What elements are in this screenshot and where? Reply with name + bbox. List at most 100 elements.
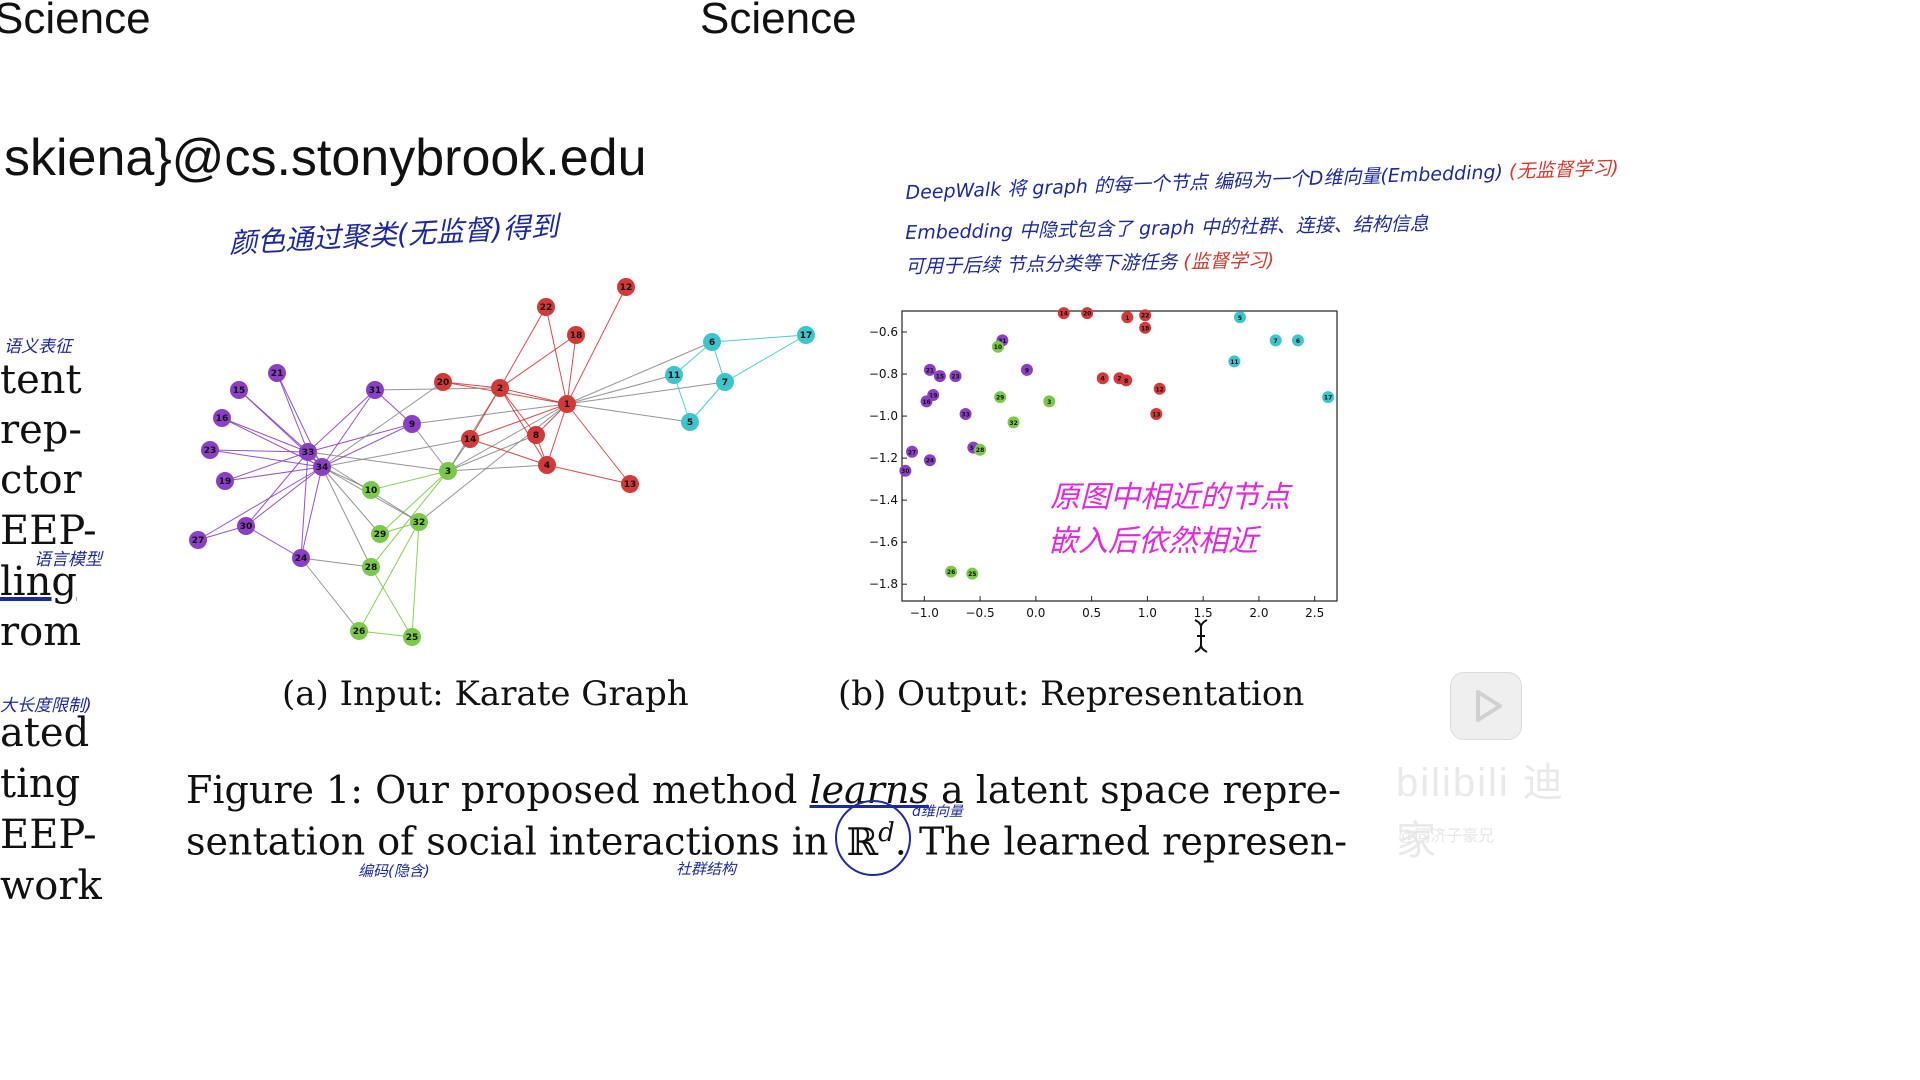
- scatter-point: [933, 370, 946, 383]
- scatter-point: [1233, 311, 1246, 324]
- graph-node-label: 33: [302, 448, 315, 458]
- graph-node-label: 3: [445, 467, 451, 477]
- graph-edge: [224, 466, 323, 482]
- embedding-note-line-2: 嵌入后依然相近: [1048, 524, 1258, 559]
- caption-text: . The learned represen-: [894, 819, 1348, 864]
- graph-edge: [447, 464, 548, 472]
- graph-edge: [546, 464, 631, 485]
- graph-node: [434, 373, 452, 391]
- graph-nodes: 1234567891011121314151617181920212223242…: [189, 278, 815, 646]
- scatter-point: [1081, 307, 1094, 320]
- graph-edge: [379, 470, 449, 535]
- graph-edge: [499, 306, 547, 389]
- graph-node: [527, 426, 545, 444]
- video-watermark: bilibili 迪家: [1396, 761, 1565, 863]
- graph-node: [403, 415, 421, 433]
- scatter-point: [1043, 395, 1056, 408]
- graph-edge: [370, 566, 413, 638]
- graph-node-label: 17: [800, 331, 813, 341]
- scatter-point: [1153, 382, 1166, 395]
- left-margin-word: ting: [0, 761, 81, 807]
- graph-node: [366, 381, 384, 399]
- scatter-point-label: 3: [1047, 399, 1051, 406]
- graph-edge: [307, 389, 376, 453]
- scatter-point: [959, 407, 972, 420]
- scatter-point: [1150, 407, 1163, 420]
- graph-node: [268, 364, 286, 382]
- graph-node: [237, 517, 255, 535]
- graph-edge: [321, 389, 376, 468]
- scatter-point-label: 19: [929, 393, 937, 400]
- scatter-point: [974, 443, 987, 456]
- graph-node: [299, 443, 317, 461]
- graph-edge: [209, 449, 309, 453]
- deepwalk-note-line-3: 可用于后续 节点分类等下游任务 (监督学习): [905, 246, 1274, 279]
- scatter-point-label: 14: [1060, 311, 1068, 318]
- scatter-point-label: 24: [926, 458, 934, 465]
- graph-node: [439, 462, 457, 480]
- scatter-point-label: 28: [976, 447, 984, 454]
- graph-edge: [566, 286, 627, 405]
- scatter-point-label: 9: [1025, 367, 1029, 374]
- graph-node-label: 21: [271, 369, 284, 379]
- play-icon: [1476, 690, 1502, 722]
- graph-node-label: 29: [374, 530, 387, 540]
- graph-edge: [300, 451, 309, 559]
- graph-node: [538, 456, 556, 474]
- scatter-point: [949, 370, 962, 383]
- graph-edge: [307, 423, 413, 453]
- handwritten-annotation: d维向量: [912, 804, 963, 820]
- scatter-point-label: 2: [1117, 376, 1121, 383]
- graph-node: [313, 458, 331, 476]
- scatter-point-label: 11: [1230, 359, 1238, 366]
- play-button[interactable]: [1450, 672, 1522, 740]
- y-tick-label: −1.8: [869, 577, 898, 591]
- header-fragment-middle: Science: [700, 0, 857, 43]
- y-tick-label: −1.0: [869, 409, 898, 423]
- handwritten-annotation: 大长度限制): [0, 696, 92, 716]
- scatter-point-label: 22: [1141, 313, 1149, 320]
- graph-node-label: 7: [722, 378, 728, 388]
- y-tick-label: −1.2: [869, 451, 898, 465]
- graph-edge: [469, 403, 568, 440]
- scatter-point-label: 27: [908, 449, 916, 456]
- embedding-note-line-1: 原图中相近的节点: [1050, 480, 1290, 515]
- graph-node-label: 13: [624, 480, 637, 490]
- graph-node-label: 2: [497, 384, 503, 394]
- graph-edge: [358, 521, 420, 632]
- karate-graph: 1234567891011121314151617181920212223242…: [189, 278, 815, 646]
- handwritten-annotation: 编码(隐含): [358, 862, 430, 880]
- handwritten-annotation: 社群结构: [676, 860, 737, 878]
- graph-node: [189, 531, 207, 549]
- graph-edge: [321, 438, 471, 468]
- left-margin-word: ated: [0, 710, 90, 756]
- graph-edge: [546, 403, 568, 466]
- graph-node: [681, 413, 699, 431]
- scatter-point-label: 25: [968, 571, 976, 578]
- graph-node-label: 1: [564, 400, 570, 410]
- scatter-point: [923, 363, 936, 376]
- scatter-point: [906, 445, 919, 458]
- graph-node: [350, 622, 368, 640]
- scatter-point-label: 13: [1152, 411, 1160, 418]
- graph-node: [558, 395, 576, 413]
- left-margin-word: rep-: [0, 407, 82, 453]
- graph-node: [703, 333, 721, 351]
- graph-edge: [197, 466, 323, 541]
- video-watermark-sub: @同济子豪兄: [1398, 828, 1495, 845]
- scatter-point: [1228, 355, 1241, 368]
- graph-node-label: 15: [233, 386, 246, 396]
- graph-edge: [447, 434, 537, 472]
- graph-edge: [418, 403, 568, 523]
- graph-node-label: 9: [409, 420, 415, 430]
- scatter-point-label: 32: [1009, 420, 1017, 427]
- graph-node: [201, 441, 219, 459]
- cluster-color-note: 颜色通过聚类(无监督)得到: [228, 209, 560, 260]
- graph-node: [213, 409, 231, 427]
- x-tick-label: 1.0: [1138, 606, 1157, 620]
- graph-edge: [321, 423, 413, 468]
- graph-edge: [469, 387, 501, 440]
- graph-edge: [321, 381, 444, 468]
- graph-node: [362, 481, 380, 499]
